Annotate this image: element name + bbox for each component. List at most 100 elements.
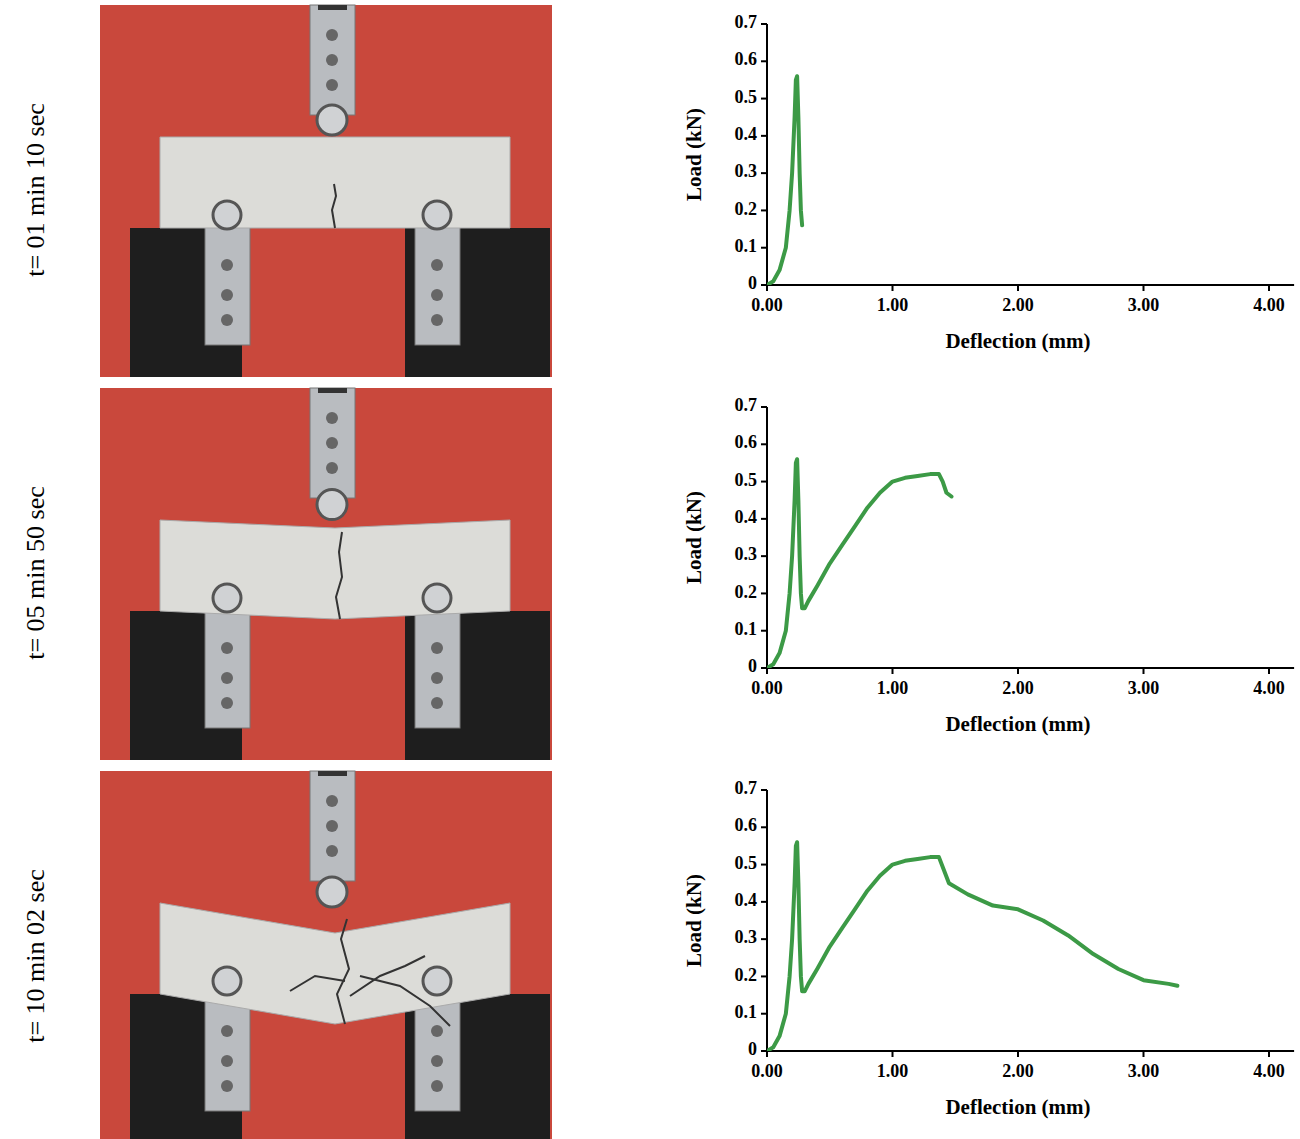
x-tick-label: 3.00 <box>1128 1061 1160 1081</box>
y-tick-label: 0.2 <box>735 582 758 602</box>
x-axis-title: Deflection (mm) <box>945 712 1090 736</box>
y-axis-title: Load (kN) <box>682 491 706 584</box>
bolt <box>221 289 233 301</box>
roller <box>423 584 451 612</box>
bolt <box>221 1025 233 1037</box>
y-tick-label: 0.3 <box>735 161 758 181</box>
y-tick-label: 0.2 <box>735 965 758 985</box>
x-tick-label: 1.00 <box>877 1061 909 1081</box>
bolt <box>326 437 338 449</box>
beam <box>160 137 510 228</box>
bolt <box>326 795 338 807</box>
y-tick <box>761 1013 767 1015</box>
bolt <box>326 820 338 832</box>
bolt <box>221 672 233 684</box>
fixture-top <box>318 388 347 393</box>
y-tick-label: 0.4 <box>735 124 758 144</box>
y-tick-label: 0.7 <box>735 12 758 32</box>
x-axis-title: Deflection (mm) <box>945 329 1090 353</box>
y-tick <box>761 826 767 828</box>
y-tick-label: 0.5 <box>735 470 758 490</box>
y-tick-label: 0 <box>748 656 757 676</box>
x-tick-label: 1.00 <box>877 678 909 698</box>
bolt <box>221 314 233 326</box>
load-fixture <box>310 388 355 498</box>
x-tick <box>892 1051 894 1057</box>
x-tick-label: 2.00 <box>1002 295 1034 315</box>
x-tick-label: 3.00 <box>1128 295 1160 315</box>
y-tick <box>761 864 767 866</box>
fixture-top <box>318 771 347 776</box>
crack <box>332 184 336 228</box>
bolt <box>431 1055 443 1067</box>
specimen-photo <box>100 5 552 377</box>
bolt <box>221 1055 233 1067</box>
y-tick <box>761 975 767 977</box>
y-axis-title: Load (kN) <box>682 108 706 201</box>
load-fixture <box>310 771 355 881</box>
crack <box>336 532 342 619</box>
y-tick-label: 0.6 <box>735 815 758 835</box>
bolt <box>326 29 338 41</box>
y-tick-label: 0.5 <box>735 853 758 873</box>
crack <box>337 919 349 1024</box>
x-tick <box>1268 668 1270 674</box>
x-tick-label: 0.00 <box>751 678 783 698</box>
x-tick <box>1017 1051 1019 1057</box>
y-tick-label: 0.1 <box>735 236 758 256</box>
y-tick <box>761 555 767 557</box>
x-tick <box>1017 668 1019 674</box>
bolt <box>221 697 233 709</box>
y-axis-title: Load (kN) <box>682 874 706 967</box>
x-tick-label: 2.00 <box>1002 678 1034 698</box>
x-tick <box>892 285 894 291</box>
bolt <box>326 462 338 474</box>
x-tick-label: 0.00 <box>751 1061 783 1081</box>
chart: t= 05 min 50 sec00.10.20.30.40.50.60.70.… <box>21 395 1294 736</box>
chart: t= 01 min 10 sec00.10.20.30.40.50.60.70.… <box>21 12 1294 353</box>
x-axis <box>767 1050 1294 1052</box>
x-tick <box>766 668 768 674</box>
x-axis-title: Deflection (mm) <box>945 1095 1090 1119</box>
plot-area <box>767 842 1177 1051</box>
roller <box>213 201 241 229</box>
y-axis <box>766 407 768 668</box>
roller <box>317 877 347 907</box>
bolt <box>221 642 233 654</box>
y-tick-label: 0.7 <box>735 395 758 415</box>
photo-background <box>100 388 552 760</box>
bolt <box>326 845 338 857</box>
load-curve <box>767 842 1177 1051</box>
fixture-top <box>318 5 347 10</box>
beam <box>160 520 510 619</box>
roller <box>213 967 241 995</box>
y-tick-label: 0.2 <box>735 199 758 219</box>
photo-background <box>100 5 552 377</box>
y-tick <box>761 406 767 408</box>
y-axis <box>766 24 768 285</box>
load-curve <box>767 76 802 285</box>
y-tick-label: 0.5 <box>735 87 758 107</box>
bolt <box>431 1080 443 1092</box>
x-tick <box>1268 1051 1270 1057</box>
y-tick-label: 0.4 <box>735 890 758 910</box>
y-tick <box>761 443 767 445</box>
y-tick <box>761 135 767 137</box>
figure: t= 01 min 10 sec00.10.20.30.40.50.60.70.… <box>0 0 1300 1139</box>
y-tick <box>761 209 767 211</box>
roller <box>423 201 451 229</box>
y-tick <box>761 98 767 100</box>
y-tick <box>761 630 767 632</box>
x-tick <box>892 668 894 674</box>
y-tick-label: 0.3 <box>735 927 758 947</box>
x-tick-label: 3.00 <box>1128 678 1160 698</box>
y-tick-label: 0.6 <box>735 49 758 69</box>
y-tick-label: 0.1 <box>735 1002 758 1022</box>
bolt <box>431 1025 443 1037</box>
y-tick <box>761 247 767 249</box>
x-tick-label: 4.00 <box>1253 678 1285 698</box>
y-tick-label: 0 <box>748 1039 757 1059</box>
x-tick <box>1268 285 1270 291</box>
x-tick-label: 4.00 <box>1253 1061 1285 1081</box>
roller <box>423 967 451 995</box>
